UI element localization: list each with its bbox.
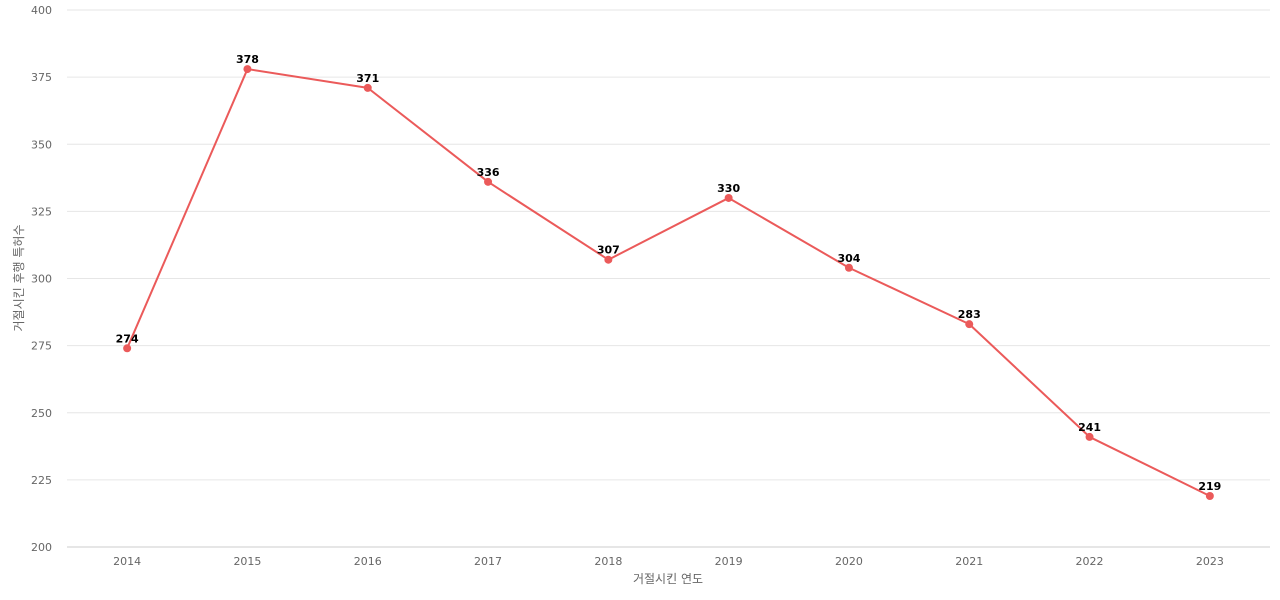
y-axis-ticks: 200 225 250 275 300 325 350 375 400 (31, 4, 52, 554)
x-axis-ticks: 2014 2015 2016 2017 2018 2019 2020 2021 2022 2023 (113, 555, 1224, 568)
series-line (126, 68, 1211, 497)
y-tick-label: 225 (31, 474, 52, 487)
y-tick-label: 275 (31, 340, 52, 353)
data-label: 307 (597, 244, 620, 257)
data-label: 241 (1078, 421, 1101, 434)
data-label: 283 (958, 308, 981, 321)
data-label: 336 (477, 166, 500, 179)
x-tick-label: 2019 (715, 555, 743, 568)
x-tick-label: 2015 (233, 555, 261, 568)
x-tick-label: 2021 (955, 555, 983, 568)
y-axis-title: 거절시킨 후행 특허수 (11, 225, 26, 332)
x-tick-label: 2017 (474, 555, 502, 568)
x-tick-label: 2023 (1196, 555, 1224, 568)
data-labels: 274 378 371 336 307 330 304 283 241 219 (116, 53, 1222, 493)
data-point[interactable] (243, 65, 252, 74)
data-point[interactable] (604, 255, 613, 264)
data-point[interactable] (724, 193, 733, 202)
data-point[interactable] (965, 320, 974, 329)
x-axis-title: 거절시킨 연도 (633, 572, 703, 586)
data-point[interactable] (1205, 491, 1214, 500)
y-tick-label: 325 (31, 205, 52, 218)
y-tick-label: 375 (31, 71, 52, 84)
data-label: 371 (356, 72, 379, 85)
x-tick-label: 2022 (1076, 555, 1104, 568)
data-point[interactable] (484, 177, 493, 186)
x-tick-label: 2020 (835, 555, 863, 568)
data-label: 274 (116, 332, 139, 345)
data-label: 330 (717, 182, 740, 195)
y-tick-label: 400 (31, 4, 52, 17)
y-tick-label: 250 (31, 407, 52, 420)
series (123, 65, 1214, 500)
data-label: 378 (236, 53, 259, 66)
data-point[interactable] (123, 344, 132, 353)
x-tick-label: 2018 (594, 555, 622, 568)
data-point[interactable] (844, 263, 853, 272)
data-label: 219 (1198, 480, 1221, 493)
y-tick-label: 300 (31, 273, 52, 286)
y-tick-label: 350 (31, 138, 52, 151)
x-tick-label: 2016 (354, 555, 382, 568)
data-point[interactable] (363, 83, 372, 92)
x-tick-label: 2014 (113, 555, 141, 568)
grid (67, 9, 1270, 548)
data-label: 304 (837, 252, 860, 265)
data-point[interactable] (1085, 432, 1094, 441)
y-tick-label: 200 (31, 541, 52, 554)
